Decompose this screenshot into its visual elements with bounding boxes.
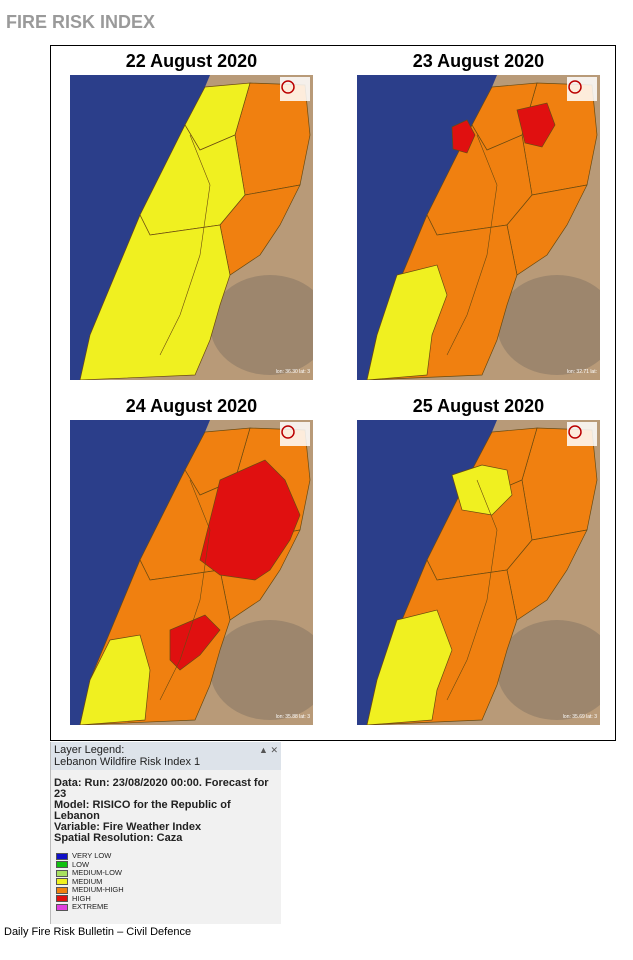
legend-buttons[interactable]: ▲ ✕ (259, 745, 278, 755)
legend-swatch (56, 878, 68, 886)
footer: Daily Fire Risk Bulletin – Civil Defence (4, 926, 192, 938)
map-region (366, 609, 453, 725)
map-logo (567, 422, 597, 446)
map-logo (280, 422, 310, 446)
map: lon: 36.30 lat: 3 (70, 75, 313, 380)
map-coords: lon: 35.88 lat: 3 (276, 714, 310, 720)
legend-item: MEDIUM-LOW (56, 868, 281, 878)
map: lon: 32.71 lat: (357, 75, 600, 380)
legend-title: Layer Legend: (54, 744, 125, 756)
map-coords: lon: 36.30 lat: 3 (276, 369, 310, 375)
legend-label: MEDIUM-HIGH (72, 885, 124, 894)
legend-panel: Layer Legend: Lebanon Wildfire Risk Inde… (50, 742, 281, 924)
map-date: 24 August 2020 (125, 396, 258, 416)
map-sea (70, 75, 210, 380)
maps-frame (50, 45, 616, 741)
map-region (516, 102, 556, 148)
legend-item: MEDIUM-HIGH (56, 885, 281, 895)
map-terrain (497, 620, 600, 720)
map-borders (159, 479, 211, 701)
legend-item: HIGH (56, 893, 281, 904)
map-region (79, 214, 231, 380)
legend-detail: Data: Run: 23/08/2020 00:00. Forecast fo… (54, 777, 269, 800)
legend-detail: Variable: Fire Weather Index (54, 821, 202, 833)
legend-swatch (56, 861, 68, 869)
map-region (451, 119, 476, 154)
map-region (199, 459, 301, 581)
legend-details: Data: Run: 23/08/2020 00:00. Forecast fo… (54, 778, 278, 844)
map-coords: lon: 32.71 lat: (567, 369, 597, 375)
map-terrain (210, 275, 313, 375)
map-region (79, 634, 151, 725)
map-logo (280, 77, 310, 101)
page-title: FIRE RISK INDEX (6, 12, 156, 32)
map-coords: lon: 35.69 lat: 3 (563, 714, 597, 720)
map-date: 25 August 2020 (412, 396, 545, 416)
legend-label: LOW (72, 859, 90, 869)
legend-swatch (56, 852, 68, 860)
map-region (169, 614, 221, 671)
legend-label: EXTREME (72, 902, 109, 911)
map-region (366, 264, 448, 380)
map-sea (70, 420, 210, 725)
legend-label: HIGH (72, 893, 91, 903)
legend-swatch (56, 869, 68, 877)
legend-swatch (56, 886, 68, 894)
map-borders (446, 479, 498, 701)
legend-item: MEDIUM (56, 876, 281, 887)
legend-swatch (56, 895, 68, 903)
legend-layer: Lebanon Wildfire Risk Index 1 (54, 756, 201, 768)
map-logo-mark (281, 425, 295, 439)
legend-item: LOW (56, 859, 281, 870)
map: lon: 35.88 lat: 3 (70, 420, 313, 725)
map-logo-mark (281, 80, 295, 94)
map-terrain (210, 620, 313, 720)
map: lon: 35.69 lat: 3 (357, 420, 600, 725)
map-logo (567, 77, 597, 101)
map-logo-mark (568, 425, 582, 439)
map-terrain (497, 275, 600, 375)
map-sea (357, 75, 497, 380)
legend-label: MEDIUM (72, 876, 103, 886)
map-borders (159, 134, 211, 356)
legend-items: VERY LOW LOW MEDIUM-LOW MEDIUM MEDIUM-HIGH HI… (56, 851, 281, 912)
legend-item: VERY LOW (56, 851, 281, 861)
legend-detail: Model: RISICO for the Republic of Lebano… (54, 799, 231, 822)
map-date: 22 August 2020 (125, 51, 258, 71)
legend-item: EXTREME (56, 902, 281, 912)
map-borders (446, 134, 498, 356)
legend-header: Layer Legend: Lebanon Wildfire Risk Inde… (51, 742, 281, 770)
map-date: 23 August 2020 (412, 51, 545, 71)
map-logo-mark (568, 80, 582, 94)
legend-label: VERY LOW (72, 851, 112, 860)
map-sea (357, 420, 497, 725)
map-region (451, 464, 513, 516)
legend-label: MEDIUM-LOW (72, 868, 122, 877)
legend-detail: Spatial Resolution: Caza (54, 832, 183, 844)
legend-swatch (56, 903, 68, 911)
